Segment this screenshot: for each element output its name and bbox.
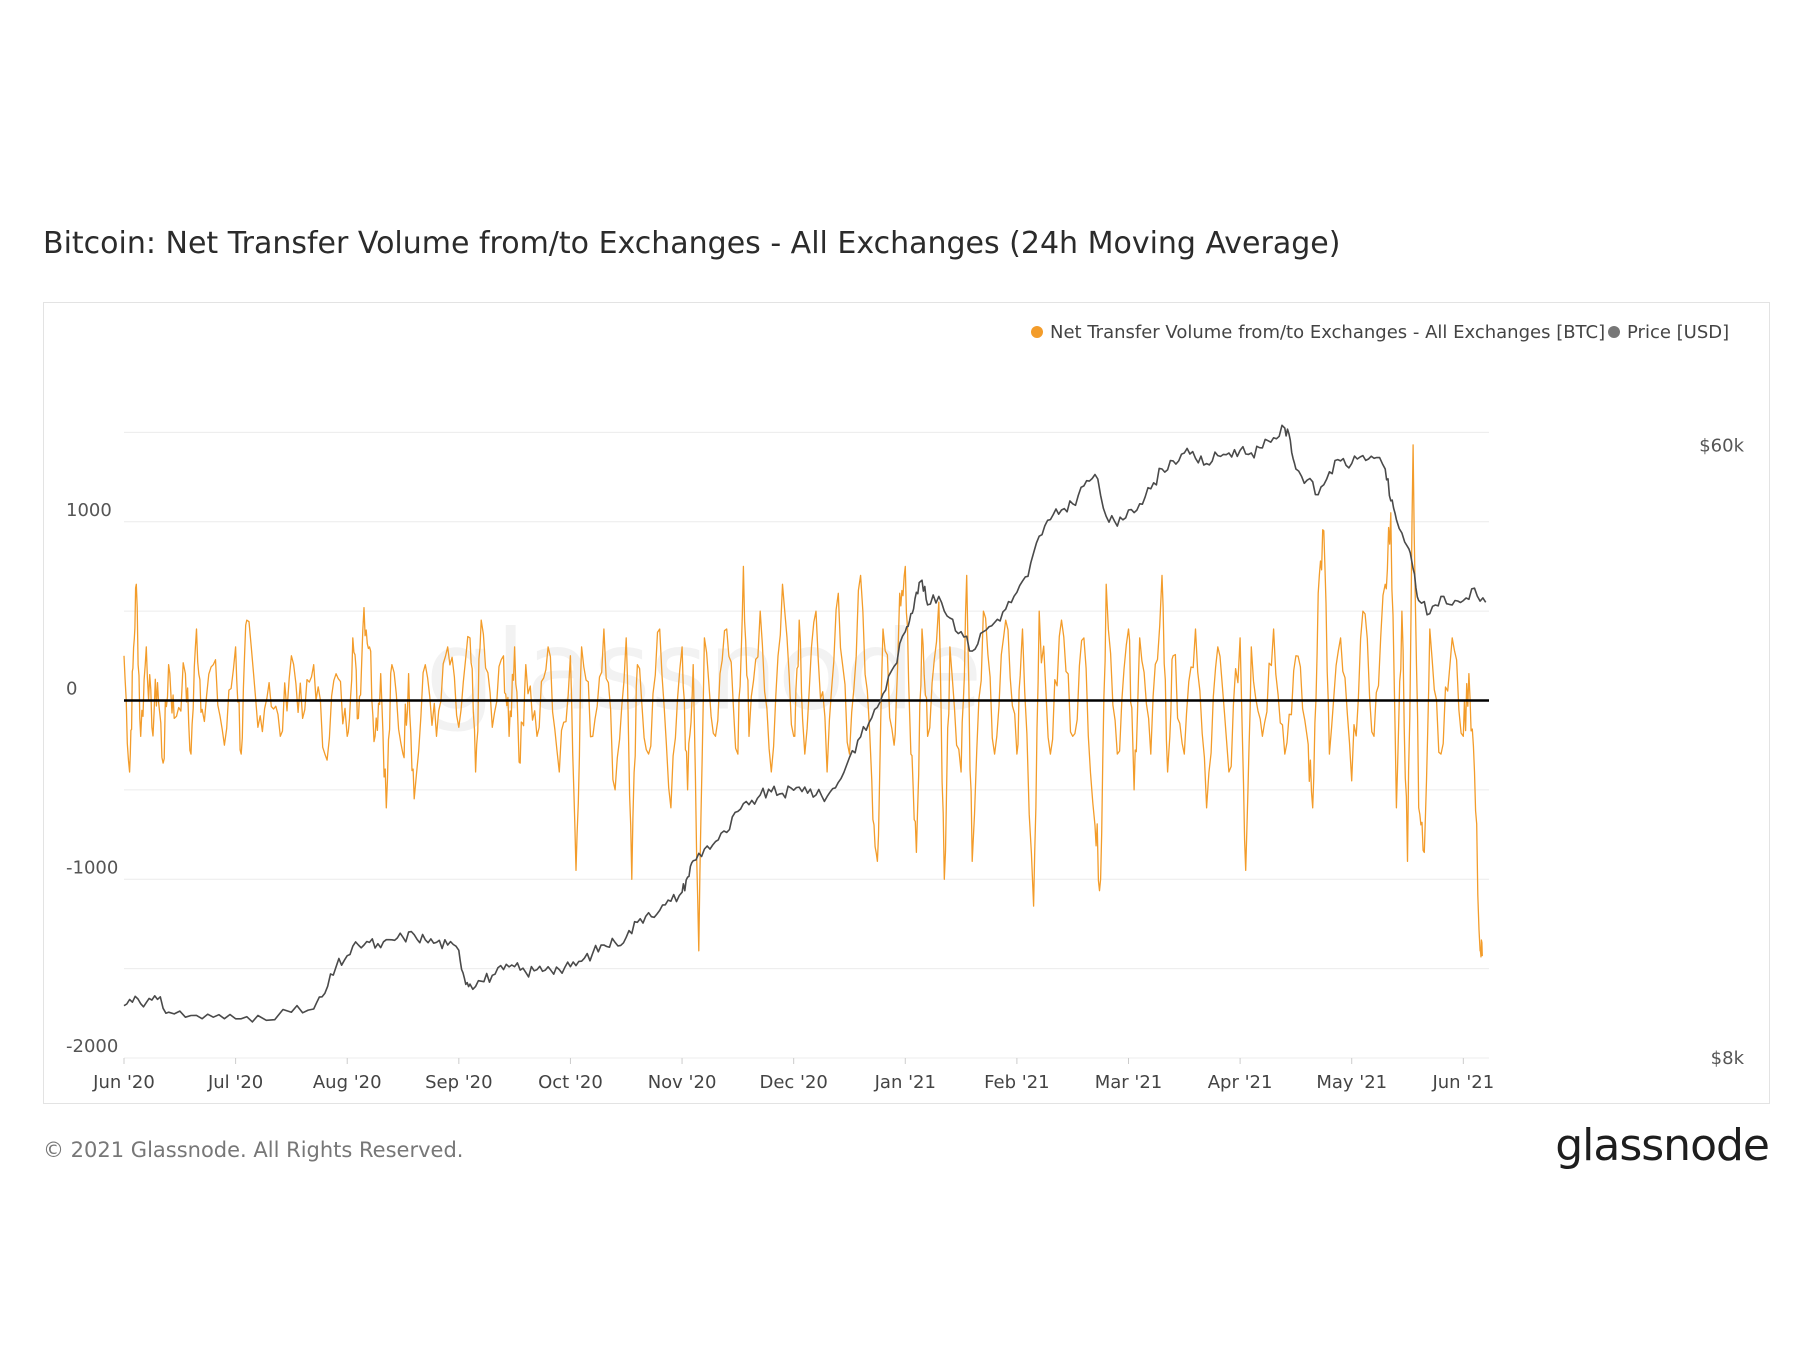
chart-title: Bitcoin: Net Transfer Volume from/to Exc… — [43, 226, 1341, 261]
x-tick-label: Jun '21 — [1431, 1072, 1494, 1093]
legend-price-marker — [1608, 326, 1620, 338]
legend-net-transfer-label: Net Transfer Volume from/to Exchanges - … — [1050, 322, 1605, 343]
glassnode-logo: glassnode — [1555, 1120, 1770, 1171]
x-tick-label: Apr '21 — [1208, 1072, 1273, 1093]
y-left-tick-label: -2000 — [66, 1036, 118, 1057]
x-tick-label: Mar '21 — [1095, 1072, 1163, 1093]
y-left-tick-label: 1000 — [66, 500, 112, 521]
x-tick-label: Feb '21 — [984, 1072, 1049, 1093]
y-right-tick-label: $60k — [1699, 435, 1744, 456]
x-tick-label: Jul '20 — [207, 1072, 263, 1093]
series-net-transfer-volume-line — [123, 444, 1483, 958]
legend-net-transfer-marker — [1031, 326, 1043, 338]
x-tick-label: Jan '21 — [874, 1072, 936, 1093]
left-axis: 1000 0 -1000 -2000 — [66, 500, 118, 1057]
x-tick-label: Dec '20 — [759, 1072, 827, 1093]
y-right-tick-label: $8k — [1711, 1048, 1745, 1069]
x-tick-label: Aug '20 — [313, 1072, 382, 1093]
y-left-tick-label: -1000 — [66, 857, 118, 878]
y-left-tick-label: 0 — [66, 679, 77, 700]
x-tick-label: Oct '20 — [538, 1072, 603, 1093]
x-tick-label: Nov '20 — [648, 1072, 717, 1093]
series-price-line — [123, 424, 1487, 1023]
x-tick-label: Sep '20 — [425, 1072, 493, 1093]
right-axis: $60k $8k — [1699, 435, 1744, 1069]
x-axis: Jun '20 Jul '20 Aug '20 Sep '20 Oct '20 Nov '… — [92, 1058, 1494, 1093]
legend-price-label: Price [USD] — [1627, 322, 1729, 343]
chart-frame: glassnode 1000 0 -1000 -2000 $60k $8k Jun '2… — [43, 302, 1770, 1104]
x-tick-label: Jun '20 — [92, 1072, 155, 1093]
copyright-notice: © 2021 Glassnode. All Rights Reserved. — [43, 1138, 464, 1162]
x-tick-label: May '21 — [1316, 1072, 1387, 1093]
legend: Net Transfer Volume from/to Exchanges - … — [1031, 322, 1729, 343]
